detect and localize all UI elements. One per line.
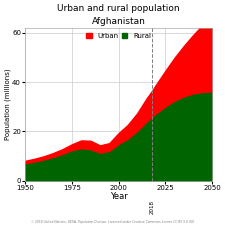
Legend: Urban, Rural: Urban, Rural <box>85 31 152 40</box>
Title: Urban and rural population
Afghanistan: Urban and rural population Afghanistan <box>57 4 180 26</box>
Y-axis label: Population (millions): Population (millions) <box>4 68 11 140</box>
Text: © 2018 United Nations, DESA, Population Division. Licensed under Creative Common: © 2018 United Nations, DESA, Population … <box>31 220 194 224</box>
Text: 2018: 2018 <box>150 200 155 214</box>
X-axis label: Year: Year <box>110 192 128 201</box>
